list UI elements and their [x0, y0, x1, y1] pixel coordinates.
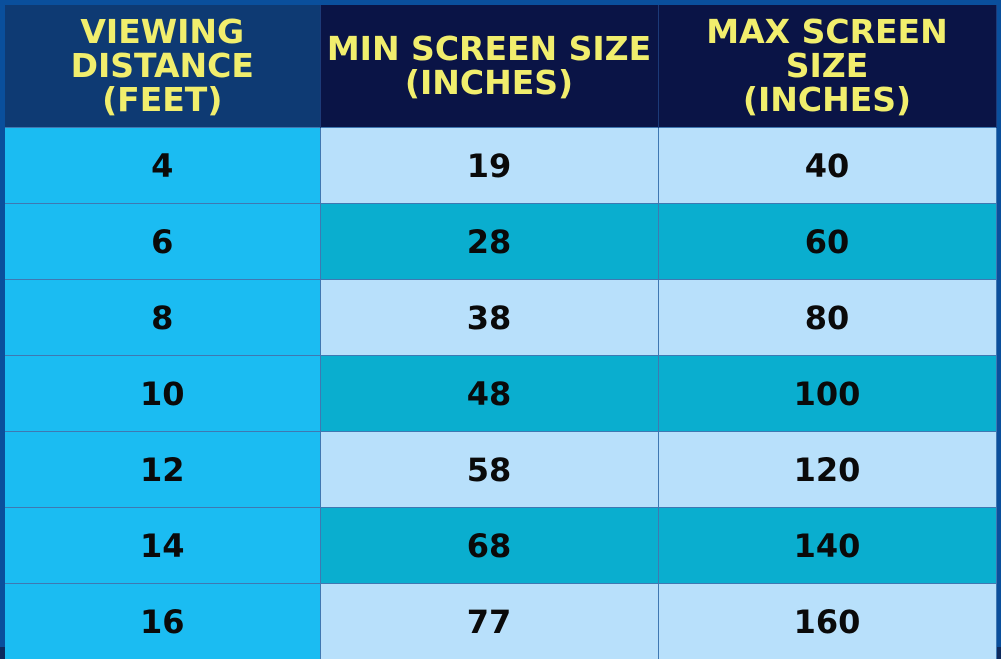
cell-max-screen-size: 80 — [658, 280, 996, 356]
cell-max-screen-size: 100 — [658, 356, 996, 432]
cell-max-screen-size: 160 — [658, 584, 996, 659]
header-viewing-distance: VIEWING DISTANCE (FEET) — [5, 5, 320, 128]
cell-max-screen-size: 40 — [658, 128, 996, 204]
cell-min-screen-size: 38 — [320, 280, 658, 356]
cell-viewing-distance: 16 — [5, 584, 320, 659]
cell-viewing-distance: 12 — [5, 432, 320, 508]
cell-min-screen-size: 48 — [320, 356, 658, 432]
screen-size-table: VIEWING DISTANCE (FEET) MIN SCREEN SIZE … — [5, 5, 997, 659]
cell-min-screen-size: 58 — [320, 432, 658, 508]
cell-viewing-distance: 4 — [5, 128, 320, 204]
table-row: 4 19 40 — [5, 128, 996, 204]
table-row: 6 28 60 — [5, 204, 996, 280]
cell-max-screen-size: 120 — [658, 432, 996, 508]
cell-viewing-distance: 8 — [5, 280, 320, 356]
cell-min-screen-size: 68 — [320, 508, 658, 584]
table-row: 8 38 80 — [5, 280, 996, 356]
cell-min-screen-size: 28 — [320, 204, 658, 280]
cell-viewing-distance: 14 — [5, 508, 320, 584]
cell-viewing-distance: 6 — [5, 204, 320, 280]
cell-min-screen-size: 19 — [320, 128, 658, 204]
cell-min-screen-size: 77 — [320, 584, 658, 659]
header-max-screen-size: MAX SCREEN SIZE (INCHES) — [658, 5, 996, 128]
cell-max-screen-size: 60 — [658, 204, 996, 280]
cell-viewing-distance: 10 — [5, 356, 320, 432]
table-row: 12 58 120 — [5, 432, 996, 508]
table-row: 10 48 100 — [5, 356, 996, 432]
table-row: 16 77 160 — [5, 584, 996, 659]
header-min-screen-size: MIN SCREEN SIZE (INCHES) — [320, 5, 658, 128]
table-row: 14 68 140 — [5, 508, 996, 584]
cell-max-screen-size: 140 — [658, 508, 996, 584]
table-header-row: VIEWING DISTANCE (FEET) MIN SCREEN SIZE … — [5, 5, 996, 128]
